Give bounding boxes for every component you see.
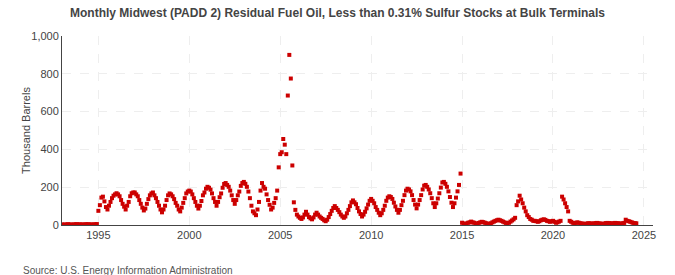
- svg-text:2020: 2020: [541, 229, 565, 241]
- svg-text:1,000: 1,000: [31, 30, 59, 42]
- svg-text:2025: 2025: [632, 229, 656, 241]
- svg-text:200: 200: [40, 181, 58, 193]
- svg-text:2000: 2000: [177, 229, 201, 241]
- svg-text:2015: 2015: [450, 229, 474, 241]
- svg-text:Source: U.S. Energy Informatio: Source: U.S. Energy Information Administ…: [23, 265, 233, 275]
- svg-text:0: 0: [53, 219, 59, 231]
- svg-text:Monthly Midwest (PADD 2) Resid: Monthly Midwest (PADD 2) Residual Fuel O…: [70, 6, 605, 20]
- svg-text:600: 600: [40, 105, 58, 117]
- svg-text:Thousand Barrels: Thousand Barrels: [20, 87, 32, 174]
- svg-text:400: 400: [40, 143, 58, 155]
- svg-text:2010: 2010: [359, 229, 383, 241]
- svg-text:2005: 2005: [268, 229, 292, 241]
- svg-text:1995: 1995: [86, 229, 110, 241]
- svg-text:800: 800: [40, 68, 58, 80]
